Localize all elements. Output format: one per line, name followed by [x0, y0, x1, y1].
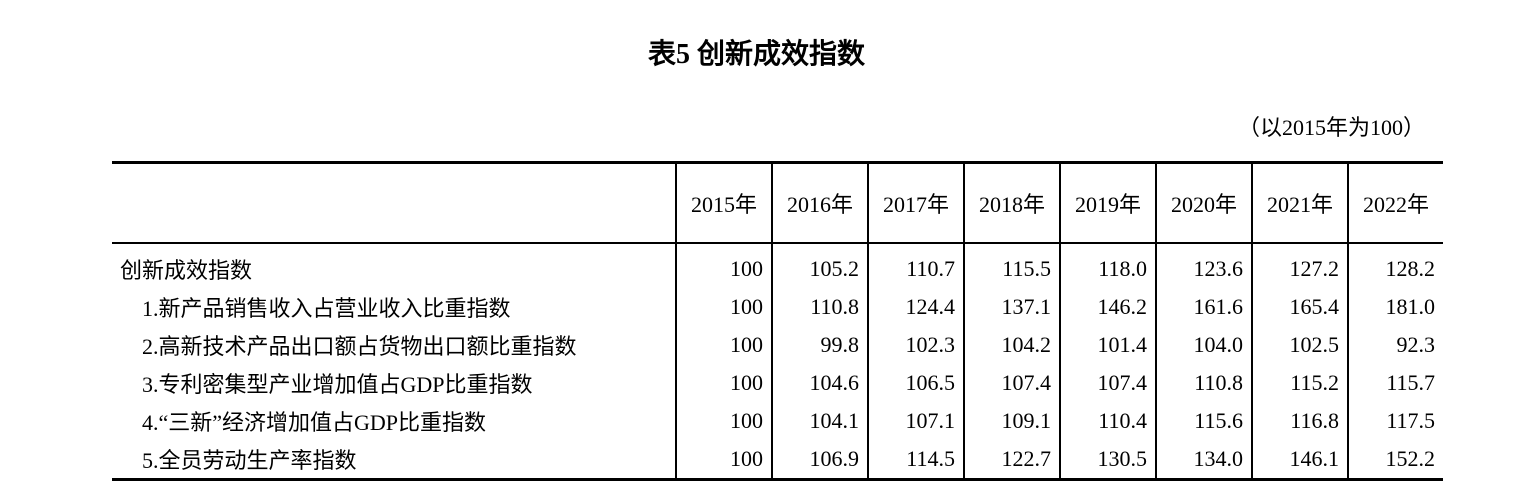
row-label: 3.专利密集型产业增加值占GDP比重指数 [142, 372, 533, 397]
table-row: 5.全员劳动生产率指数 100 106.9 114.5 122.7 130.5 134.0 1… [112, 440, 1443, 480]
table-cell: 100 [674, 440, 772, 480]
table-cell: 122.7 [962, 440, 1060, 480]
table-cell: 106.9 [770, 440, 868, 480]
table-cell: 100 [674, 288, 772, 326]
innovation-index-table: 2015年 2016年 2017年 2018年 2019年 2020年 2021年 2022年… [112, 161, 1443, 481]
table-cell: 115.5 [962, 243, 1060, 288]
column-header: 2022年 [1346, 162, 1443, 244]
table-cell: 100 [674, 364, 772, 402]
table-cell: 165.4 [1250, 288, 1348, 326]
table-cell: 106.5 [866, 364, 964, 402]
table-cell: 102.5 [1250, 326, 1348, 364]
table-cell: 118.0 [1058, 243, 1156, 288]
column-header: 2021年 [1250, 162, 1348, 244]
table-cell: 134.0 [1154, 440, 1252, 480]
column-header: 2017年 [866, 162, 964, 244]
table-cell: 181.0 [1346, 288, 1443, 326]
table-cell: 117.5 [1346, 402, 1443, 440]
table-row: 1.新产品销售收入占营业收入比重指数 100 110.8 124.4 137.1 146.… [112, 288, 1443, 326]
table-cell: 102.3 [866, 326, 964, 364]
table-cell: 137.1 [962, 288, 1060, 326]
table-row: 4.“三新”经济增加值占GDP比重指数 100 104.1 107.1 109.1 110… [112, 402, 1443, 440]
row-label: 1.新产品销售收入占营业收入比重指数 [142, 296, 511, 321]
table-cell: 110.7 [866, 243, 964, 288]
table-cell: 110.8 [770, 288, 868, 326]
table-cell: 110.8 [1154, 364, 1252, 402]
table-cell: 104.6 [770, 364, 868, 402]
table-cell: 109.1 [962, 402, 1060, 440]
table-cell: 123.6 [1154, 243, 1252, 288]
table-cell: 104.1 [770, 402, 868, 440]
table-title: 表5 创新成效指数 [647, 39, 865, 70]
table-cell: 127.2 [1250, 243, 1348, 288]
table-cell: 146.1 [1250, 440, 1348, 480]
column-header: 2016年 [770, 162, 868, 244]
table-cell: 115.6 [1154, 402, 1252, 440]
table-cell: 99.8 [770, 326, 868, 364]
table-row: 创新成效指数 100 105.2 110.7 115.5 118.0 123.6 127.2 1… [112, 243, 1443, 288]
table-cell: 107.4 [962, 364, 1060, 402]
table-cell: 105.2 [770, 243, 868, 288]
table-cell: 114.5 [866, 440, 964, 480]
table-cell: 161.6 [1154, 288, 1252, 326]
table-cell: 115.2 [1250, 364, 1348, 402]
row-label: 5.全员劳动生产率指数 [142, 448, 357, 473]
row-label: 2.高新技术产品出口额占货物出口额比重指数 [142, 334, 577, 359]
table-cell: 104.2 [962, 326, 1060, 364]
table-row: 3.专利密集型产业增加值占GDP比重指数 100 104.6 106.5 107.4 10… [112, 364, 1443, 402]
table-cell: 146.2 [1058, 288, 1156, 326]
column-header: 2018年 [962, 162, 1060, 244]
table-cell: 107.4 [1058, 364, 1156, 402]
table-cell: 92.3 [1346, 326, 1443, 364]
table-cell: 100 [674, 402, 772, 440]
table-cell: 100 [674, 243, 772, 288]
table-row: 2.高新技术产品出口额占货物出口额比重指数 100 99.8 102.3 104.2 10… [112, 326, 1443, 364]
table-cell: 115.7 [1346, 364, 1443, 402]
column-header: 2015年 [674, 162, 772, 244]
table-cell: 128.2 [1346, 243, 1443, 288]
row-label: 创新成效指数 [120, 258, 253, 283]
table-cell: 101.4 [1058, 326, 1156, 364]
table-cell: 104.0 [1154, 326, 1252, 364]
column-header: 2019年 [1058, 162, 1156, 244]
table-cell: 152.2 [1346, 440, 1443, 480]
table-cell: 130.5 [1058, 440, 1156, 480]
table-cell: 116.8 [1250, 402, 1348, 440]
table-cell: 124.4 [866, 288, 964, 326]
corner-header [112, 162, 676, 244]
table-cell: 107.1 [866, 402, 964, 440]
table-cell: 110.4 [1058, 402, 1156, 440]
table-cell: 100 [674, 326, 772, 364]
row-label: 4.“三新”经济增加值占GDP比重指数 [142, 410, 487, 435]
unit-note: （以2015年为100） [1237, 115, 1425, 140]
column-header: 2020年 [1154, 162, 1252, 244]
